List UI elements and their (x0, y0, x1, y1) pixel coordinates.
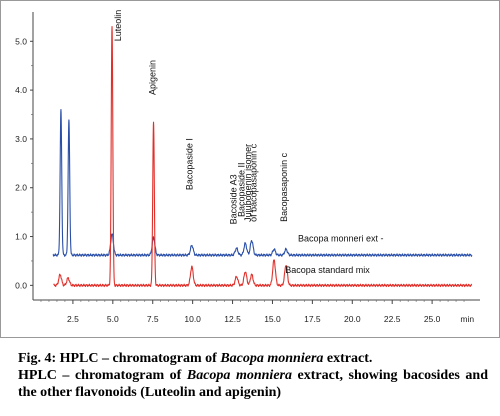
caption-title-pre: HPLC – chromatogram of (56, 351, 221, 366)
caption-fig-label: Fig. 4: (18, 351, 57, 366)
x-tick-label: 17.5 (304, 314, 321, 324)
caption-title-post: extract. (323, 351, 373, 366)
x-tick-label: 10.0 (184, 314, 201, 324)
figure-caption: Fig. 4: HPLC – chromatogram of Bacopa mo… (18, 350, 488, 401)
peak-label: Bacopasaponin c (279, 152, 289, 222)
x-tick-label: 2.5 (67, 314, 79, 324)
y-tick-label: 0.0 (15, 280, 27, 290)
series-label-1: Bacopa standard mix (285, 265, 370, 275)
y-tick-label: 5.0 (15, 36, 27, 46)
series-label-0: Bacopa monneri ext - (298, 233, 384, 243)
y-tick-label: 3.0 (15, 134, 27, 144)
chromatogram-svg: 0.0 1.0 2.0 3.0 4.0 5.0 2.5 5.0 7.5 10.0 12.5 15.0 1… (0, 0, 500, 338)
series-line-0 (52, 108, 473, 257)
caption-title-italic: Bacopa monniera (220, 351, 324, 366)
x-tick-label: 15.0 (264, 314, 281, 324)
peak-label: Apigenin (148, 60, 158, 95)
x-tick-label: 25.0 (424, 314, 441, 324)
x-tick-label: 20.0 (344, 314, 361, 324)
peak-label: Bacopaside I (185, 138, 195, 190)
chromatogram-chart: 0.0 1.0 2.0 3.0 4.0 5.0 2.5 5.0 7.5 10.0 12.5 15.0 1… (0, 0, 500, 338)
x-tick-label: 7.5 (147, 314, 159, 324)
peak-label: Bacoside A3 (229, 174, 239, 224)
x-tick-label: 5.0 (107, 314, 119, 324)
series-line-1 (53, 26, 473, 288)
caption-title: Fig. 4: HPLC – chromatogram of Bacopa mo… (18, 350, 488, 367)
x-tick-label: min (460, 314, 474, 324)
peak-label: Luteolin (113, 10, 123, 42)
peak-label: of bacopasaponin c (248, 143, 258, 222)
x-tick-label: 12.5 (224, 314, 241, 324)
caption-desc-pre: HPLC – chromatogram of (18, 368, 187, 383)
peak-label: Bacopaside II (237, 162, 247, 217)
x-tick-label: 22.5 (384, 314, 401, 324)
peak-label: Jujubogenin isomer (243, 144, 253, 222)
caption-desc-italic: Bacopa monniera (186, 368, 292, 383)
y-tick-label: 4.0 (15, 85, 27, 95)
caption-description: HPLC – chromatogram of Bacopa monniera e… (18, 367, 488, 401)
caption-desc-post: extract, showing bacosides and the other… (18, 368, 488, 400)
y-tick-label: 2.0 (15, 183, 27, 193)
y-tick-label: 1.0 (15, 232, 27, 242)
